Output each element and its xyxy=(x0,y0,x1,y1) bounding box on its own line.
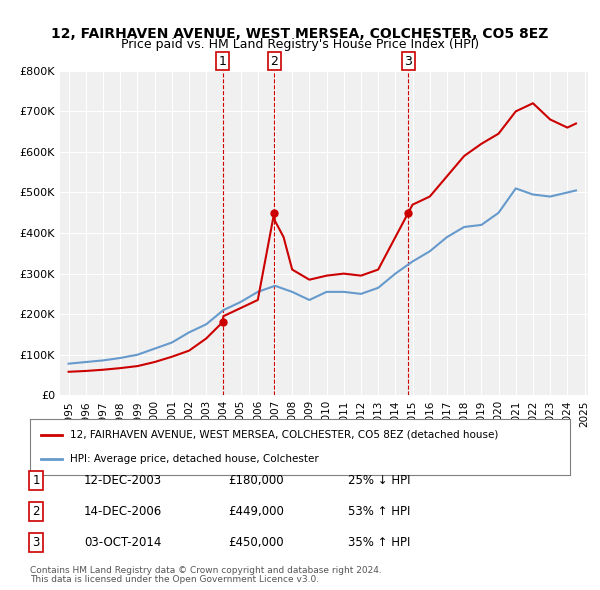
Text: 2: 2 xyxy=(32,505,40,518)
Text: 53% ↑ HPI: 53% ↑ HPI xyxy=(348,505,410,518)
Text: £180,000: £180,000 xyxy=(228,474,284,487)
Text: HPI: Average price, detached house, Colchester: HPI: Average price, detached house, Colc… xyxy=(71,454,319,464)
Text: 3: 3 xyxy=(32,536,40,549)
Text: 1: 1 xyxy=(32,474,40,487)
Text: This data is licensed under the Open Government Licence v3.0.: This data is licensed under the Open Gov… xyxy=(30,575,319,584)
Text: 12-DEC-2003: 12-DEC-2003 xyxy=(84,474,162,487)
Text: 35% ↑ HPI: 35% ↑ HPI xyxy=(348,536,410,549)
Text: 14-DEC-2006: 14-DEC-2006 xyxy=(84,505,162,518)
Text: £450,000: £450,000 xyxy=(228,536,284,549)
Text: 2: 2 xyxy=(270,54,278,67)
Text: 25% ↓ HPI: 25% ↓ HPI xyxy=(348,474,410,487)
Text: 12, FAIRHAVEN AVENUE, WEST MERSEA, COLCHESTER, CO5 8EZ: 12, FAIRHAVEN AVENUE, WEST MERSEA, COLCH… xyxy=(52,27,548,41)
Text: 03-OCT-2014: 03-OCT-2014 xyxy=(84,536,161,549)
Text: 3: 3 xyxy=(404,54,412,67)
Text: 12, FAIRHAVEN AVENUE, WEST MERSEA, COLCHESTER, CO5 8EZ (detached house): 12, FAIRHAVEN AVENUE, WEST MERSEA, COLCH… xyxy=(71,430,499,440)
Text: £449,000: £449,000 xyxy=(228,505,284,518)
Text: Price paid vs. HM Land Registry's House Price Index (HPI): Price paid vs. HM Land Registry's House … xyxy=(121,38,479,51)
Text: Contains HM Land Registry data © Crown copyright and database right 2024.: Contains HM Land Registry data © Crown c… xyxy=(30,566,382,575)
Text: 1: 1 xyxy=(218,54,226,67)
